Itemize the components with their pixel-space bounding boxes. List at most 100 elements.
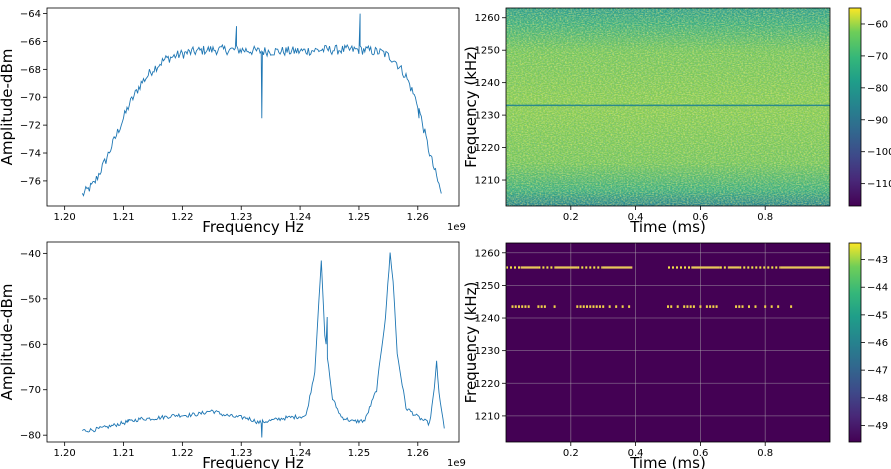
y-tick-label: −70 <box>20 93 41 104</box>
axes-frame <box>505 7 831 207</box>
signal-dot <box>705 305 708 308</box>
signal-dot <box>748 305 750 308</box>
signal-dot <box>524 305 527 308</box>
y-axis-label: Frequency (kHz) <box>462 282 480 404</box>
colorbar-gradient <box>849 8 861 206</box>
signal-dot <box>628 305 631 308</box>
y-tick-label: 1240 <box>475 314 500 325</box>
signal-dot <box>670 305 673 308</box>
signal-dot <box>602 305 605 308</box>
x-tick-label: 0.2 <box>563 448 579 459</box>
y-tick-label: 1260 <box>475 13 500 24</box>
spectrogram-plot-bottom: 0.2 0.4 0.6 0.8 1210 1220 1230 1240 1250 1260 Time… <box>462 242 888 469</box>
spectrogram-noise-dark <box>506 8 830 206</box>
signal-dot <box>517 305 520 308</box>
signal-dot <box>676 305 679 308</box>
signal-dot <box>511 305 514 308</box>
signal-dot <box>689 305 692 308</box>
signal-dot <box>699 305 702 308</box>
signal-dot <box>589 305 592 308</box>
signal-dot <box>770 305 773 308</box>
x-tick-label: 0.6 <box>692 212 708 223</box>
y-tick-label: −64 <box>20 9 41 20</box>
colorbar-tick-label: −44 <box>867 283 888 294</box>
x-tick-label: 1.21 <box>112 212 134 223</box>
x-tick-label: 0.4 <box>628 448 644 459</box>
x-tick-label: 1.21 <box>112 448 134 459</box>
x-tick-label: 1.23 <box>230 212 252 223</box>
axes-frame <box>505 242 831 443</box>
spectrogram-plot-top: 0.2 0.4 0.6 0.8 1210 1220 1230 1240 1250 1260 Time… <box>462 7 891 236</box>
spectrum-plot-bottom: 1.20 1.21 1.22 1.23 1.24 1.25 1.26 −80 −70 −60 −50… <box>0 241 466 469</box>
signal-dot <box>540 305 543 308</box>
x-tick-label: 1.22 <box>171 448 193 459</box>
colorbar-tick-label: −43 <box>867 255 888 266</box>
signal-dot <box>586 305 588 308</box>
signal-dot <box>686 305 689 308</box>
signal-dot <box>553 305 556 308</box>
signal-dot <box>514 305 517 308</box>
colorbar-tick-label: −100 <box>867 147 891 158</box>
signal-dot <box>592 305 595 308</box>
x-tick-label: 1.20 <box>54 448 76 459</box>
colorbar-tick-label: −49 <box>867 421 888 432</box>
y-tick-label: −70 <box>20 385 41 396</box>
axes-frame <box>46 241 460 443</box>
signal-dot <box>608 305 611 308</box>
y-axis-label: Amplitude-dBm <box>0 284 16 401</box>
x-axis-label: Time (ms) <box>629 218 706 236</box>
signal-dot <box>754 305 757 308</box>
colorbar-tick-label: −110 <box>867 179 891 190</box>
colorbar-frame <box>848 7 862 207</box>
y-tick-label: −72 <box>20 121 41 132</box>
signal-dot <box>709 305 712 308</box>
x-tick-label: 0.4 <box>628 212 644 223</box>
signal-dot <box>712 305 715 308</box>
signal-dot <box>692 305 695 308</box>
x-tick-label: 1.22 <box>171 212 193 223</box>
colorbar-tick-label: −80 <box>867 83 888 94</box>
signal-dot <box>527 305 530 308</box>
y-tick-label: −40 <box>20 249 41 260</box>
y-tick-label: −68 <box>20 65 41 76</box>
y-tick-label: −74 <box>20 149 41 160</box>
signal-dot <box>595 305 598 308</box>
y-tick-label: 1240 <box>475 78 500 89</box>
y-tick-label: −66 <box>20 37 41 48</box>
x-tick-label: 1.20 <box>54 212 76 223</box>
signal-dot <box>621 305 624 308</box>
signal-dot <box>790 305 793 308</box>
colorbar-tick-label: −48 <box>867 393 888 404</box>
signal-dot <box>537 305 540 308</box>
signal-dot <box>683 305 686 308</box>
x-tick-label: 1.23 <box>230 448 252 459</box>
colorbar-tick-label: −45 <box>867 310 888 321</box>
y-tick-label: 1260 <box>475 248 500 259</box>
x-offset-label: 1e9 <box>447 458 466 469</box>
signal-dot <box>576 305 579 308</box>
signal-dot <box>598 305 601 308</box>
signal-dot <box>735 305 738 308</box>
spectrum-series-line <box>82 252 445 438</box>
colorbar-tick-label: −60 <box>867 19 888 30</box>
signal-dot <box>738 305 741 308</box>
signal-dot <box>615 305 618 308</box>
x-offset-label: 1e9 <box>447 222 466 233</box>
x-axis-label: Time (ms) <box>629 454 706 469</box>
x-tick-label: 0.8 <box>757 212 773 223</box>
y-tick-label: −60 <box>20 340 41 351</box>
signal-dot <box>582 305 585 308</box>
x-tick-label: 1.26 <box>407 448 429 459</box>
x-tick-label: 0.8 <box>757 448 773 459</box>
y-tick-label: 1230 <box>475 111 500 122</box>
colorbar-tick-label: −47 <box>867 366 888 377</box>
signal-dot <box>715 305 718 308</box>
signal-dot <box>521 305 524 308</box>
x-axis-label: Frequency Hz <box>202 454 304 469</box>
y-tick-label: 1210 <box>475 176 500 187</box>
y-tick-label: −76 <box>20 176 41 187</box>
signal-dot <box>777 305 780 308</box>
y-tick-label: −80 <box>20 431 41 442</box>
colorbar-gradient <box>849 243 861 442</box>
